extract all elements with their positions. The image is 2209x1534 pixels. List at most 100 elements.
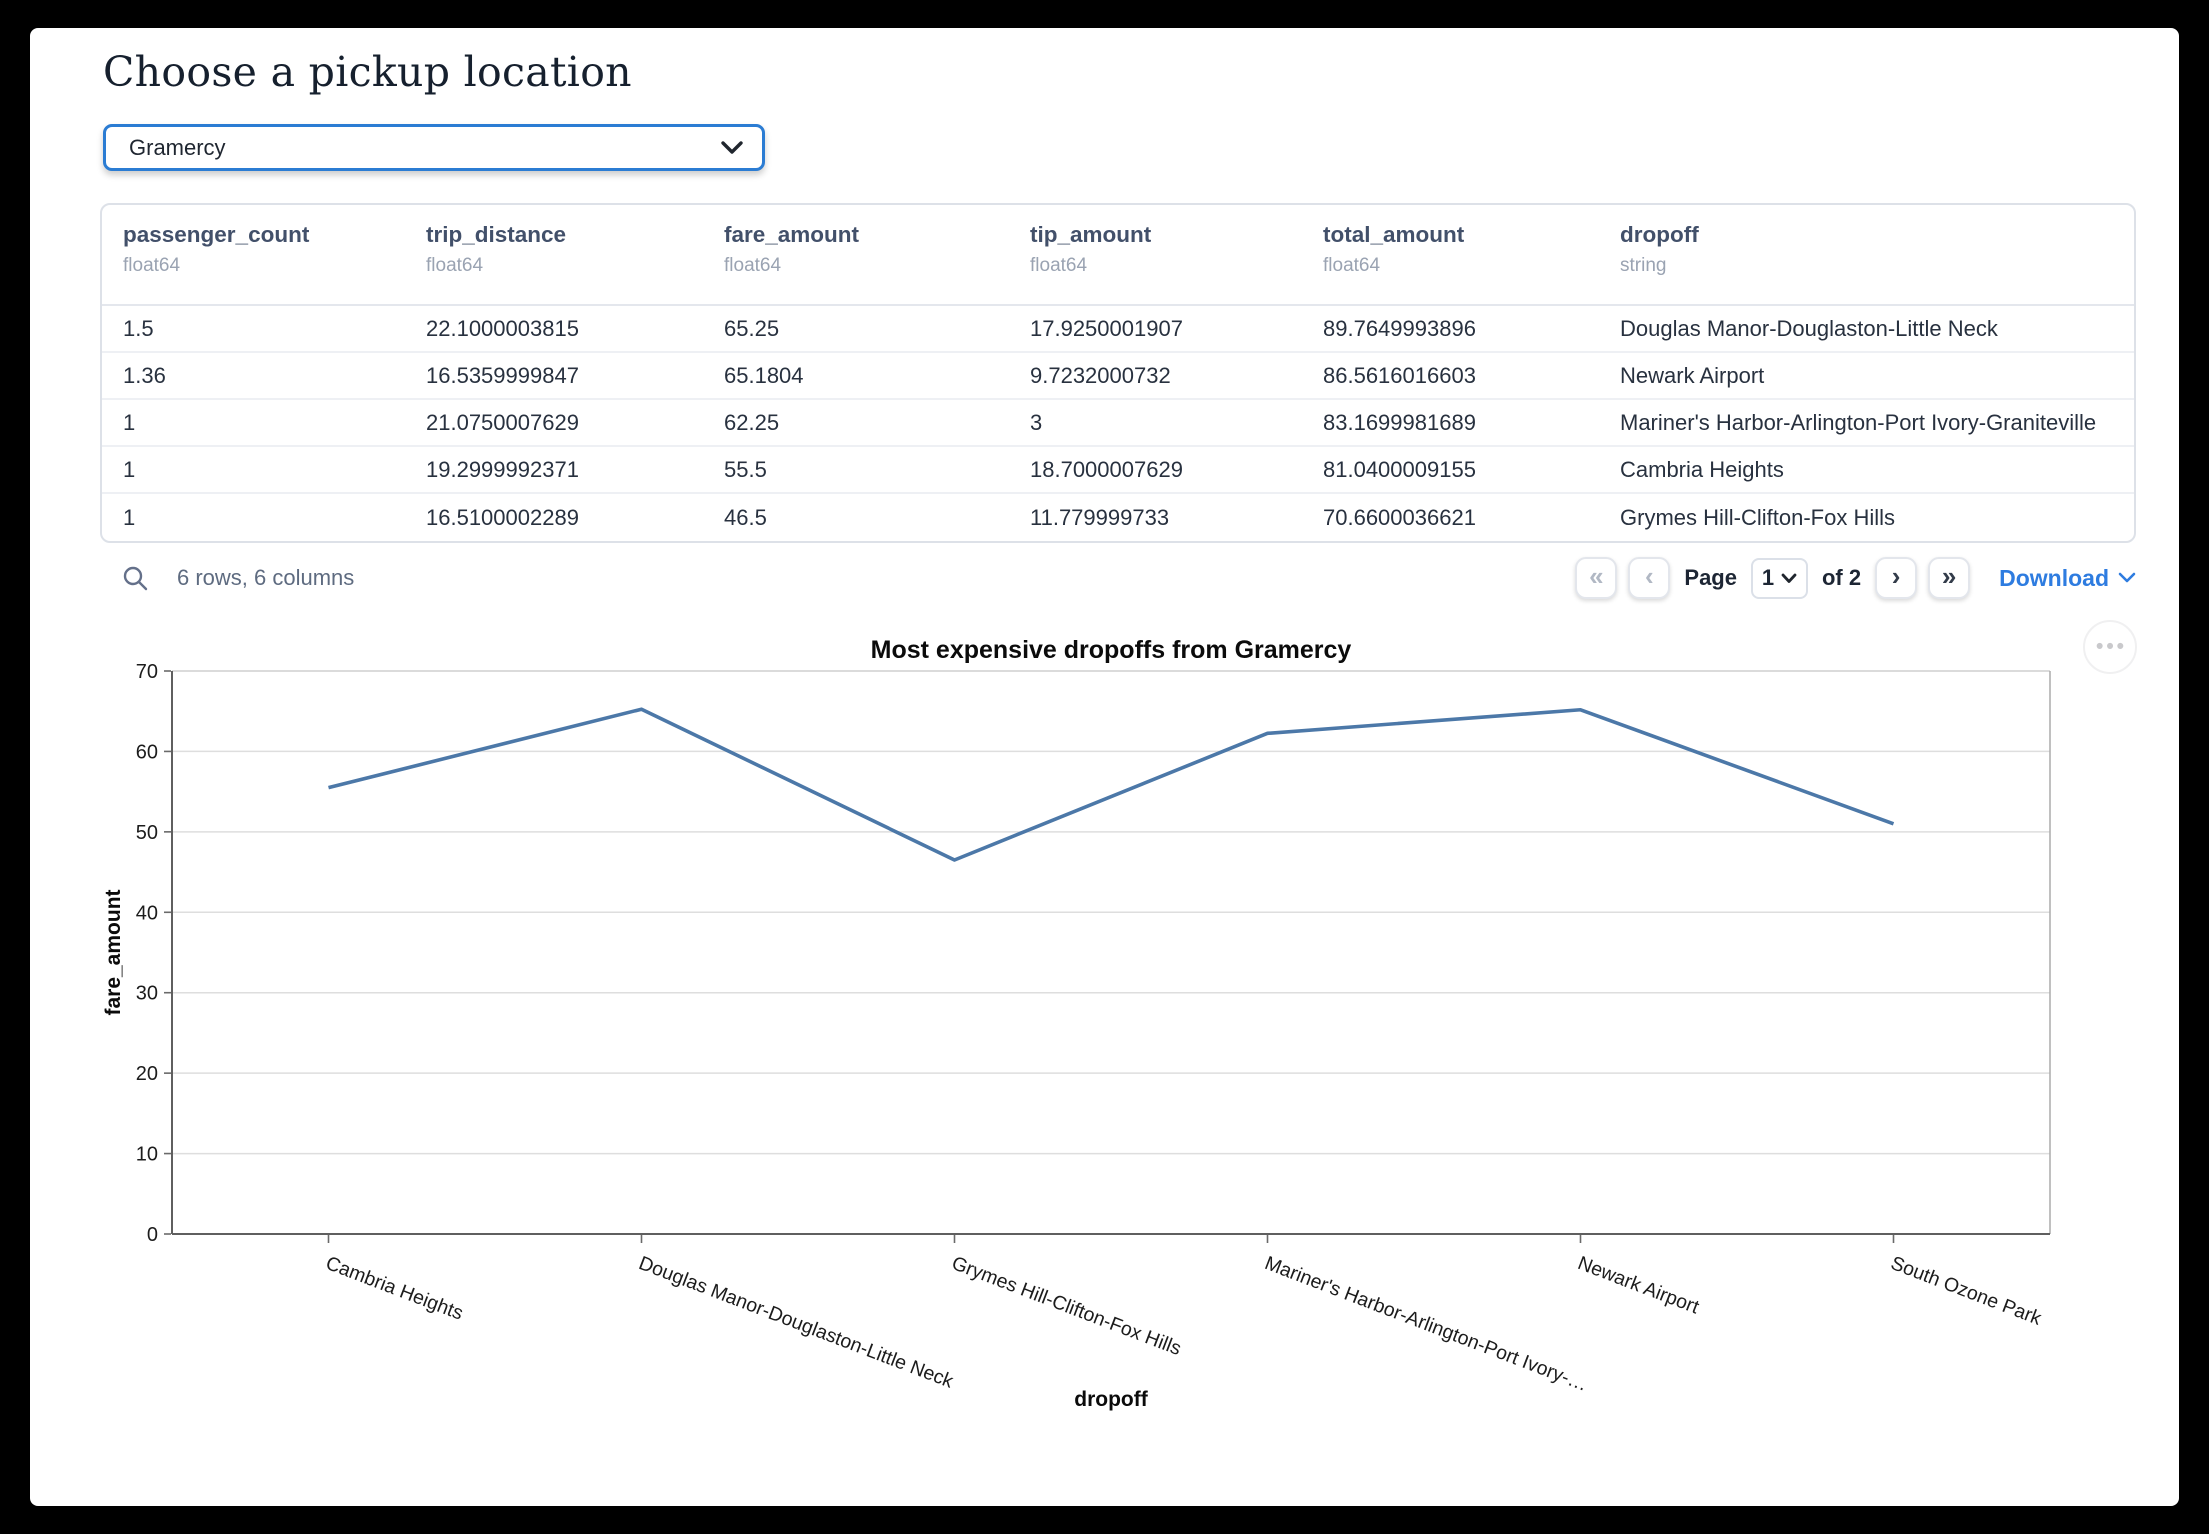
cell: 3 <box>1030 409 1043 435</box>
cell: 81.0400009155 <box>1323 456 1476 482</box>
svg-text:10: 10 <box>136 1144 158 1166</box>
cell: 1 <box>123 504 136 530</box>
cell: 1 <box>123 409 136 435</box>
first-page-icon: « <box>1589 561 1604 591</box>
cell: Douglas Manor-Douglaston-Little Neck <box>1620 315 1998 341</box>
app-page: Choose a pickup location Gramercy passen… <box>30 28 2179 1506</box>
column-dtype: float64 <box>1323 255 1381 276</box>
y-axis-title: fare_amount <box>102 889 125 1015</box>
chevron-down-icon <box>721 140 743 154</box>
table-footer: 6 rows, 6 columns « ‹ Page 1 of 2 › » Do… <box>100 552 2136 604</box>
column-name: tip_amount <box>1030 222 1152 247</box>
download-label: Download <box>1999 564 2109 591</box>
pickup-location-select[interactable]: Gramercy <box>103 124 765 171</box>
chart-options-button[interactable]: ••• <box>2083 620 2137 674</box>
pickup-location-value: Gramercy <box>129 134 226 160</box>
pagination: « ‹ Page 1 of 2 › » Download <box>1575 557 2136 599</box>
column-dtype: float64 <box>1030 255 1088 276</box>
cell: 62.25 <box>724 409 780 435</box>
cell: 1 <box>123 456 136 482</box>
page-number-select[interactable]: 1 <box>1750 557 1808 599</box>
cell: 65.1804 <box>724 362 804 388</box>
cell: 1.5 <box>123 315 154 341</box>
cell: 55.5 <box>724 456 767 482</box>
svg-text:Grymes Hill-Clifton-Fox Hills: Grymes Hill-Clifton-Fox Hills <box>949 1252 1185 1360</box>
chevron-down-icon <box>1781 573 1797 583</box>
svg-text:Cambria Heights: Cambria Heights <box>323 1252 467 1325</box>
column-dtype: float64 <box>123 255 181 276</box>
svg-text:Douglas Manor-Douglaston-Littl: Douglas Manor-Douglaston-Little Neck <box>636 1252 957 1393</box>
options-icon: ••• <box>2095 635 2128 658</box>
column-name: total_amount <box>1323 222 1465 247</box>
cell: 9.7232000732 <box>1030 362 1171 388</box>
svg-text:20: 20 <box>136 1063 158 1085</box>
svg-text:South Ozone Park: South Ozone Park <box>1888 1252 2045 1330</box>
svg-text:30: 30 <box>136 983 158 1005</box>
column-name: fare_amount <box>724 222 860 247</box>
table-row: 1 21.0750007629 62.25 3 83.1699981689 Mariner… <box>102 400 2134 447</box>
column-name: trip_distance <box>426 222 567 247</box>
first-page-button[interactable]: « <box>1575 557 1618 599</box>
table-summary: 6 rows, 6 columns <box>177 565 355 590</box>
prev-page-icon: ‹ <box>1645 561 1654 591</box>
column-header[interactable]: trip_distance float64 <box>426 222 724 304</box>
cell: 17.9250001907 <box>1030 315 1183 341</box>
download-button[interactable]: Download <box>1999 565 2136 592</box>
cell: 18.7000007629 <box>1030 456 1183 482</box>
column-name: dropoff <box>1620 222 1699 247</box>
table-row: 1.36 16.5359999847 65.1804 9.7232000732 86.5… <box>102 353 2134 400</box>
svg-text:70: 70 <box>136 661 158 683</box>
page-title: Choose a pickup location <box>103 48 632 96</box>
chevron-down-icon <box>2118 572 2136 583</box>
data-table: passenger_count float64 trip_distance float… <box>100 203 2136 543</box>
column-header[interactable]: tip_amount float64 <box>1030 222 1323 304</box>
search-button[interactable] <box>122 565 149 592</box>
cell: Cambria Heights <box>1620 456 1784 482</box>
table-row: 1 16.5100002289 46.5 11.779999733 70.6600036… <box>102 494 2134 541</box>
column-header[interactable]: total_amount float64 <box>1323 222 1620 304</box>
cell: 86.5616016603 <box>1323 362 1476 388</box>
page-label: Page <box>1684 565 1737 590</box>
svg-text:Newark Airport: Newark Airport <box>1575 1252 1703 1319</box>
page-total-label: of 2 <box>1821 565 1862 590</box>
table-header-row: passenger_count float64 trip_distance float… <box>102 205 2134 306</box>
y-axis-labels: 0 10 20 30 40 50 60 70 <box>136 661 171 1246</box>
column-dtype: string <box>1620 255 1667 276</box>
cell: 83.1699981689 <box>1323 409 1476 435</box>
cell: 16.5100002289 <box>426 504 579 530</box>
column-header[interactable]: dropoff string <box>1620 222 2134 304</box>
cell: 89.7649993896 <box>1323 315 1476 341</box>
cell: Grymes Hill-Clifton-Fox Hills <box>1620 504 1896 530</box>
search-icon <box>123 566 148 590</box>
column-header[interactable]: fare_amount float64 <box>724 222 1030 304</box>
cell: 11.779999733 <box>1030 504 1170 530</box>
column-name: passenger_count <box>123 222 310 247</box>
last-page-icon: » <box>1941 561 1957 591</box>
svg-text:60: 60 <box>136 741 158 763</box>
chart-title: Most expensive dropoffs from Gramercy <box>871 636 1352 664</box>
cell: 19.2999992371 <box>426 456 579 482</box>
cell: 46.5 <box>724 504 767 530</box>
cell: 22.1000003815 <box>426 315 579 341</box>
column-header[interactable]: passenger_count float64 <box>123 222 426 304</box>
x-axis-title: dropoff <box>1074 1388 1148 1411</box>
column-dtype: float64 <box>724 255 782 276</box>
cell: 1.36 <box>123 362 166 388</box>
fare-line-chart: Most expensive dropoffs from Gramercy 0 10… <box>102 636 2051 1411</box>
table-body: 1.5 22.1000003815 65.25 17.9250001907 89.764… <box>102 306 2134 541</box>
prev-page-button[interactable]: ‹ <box>1628 557 1671 599</box>
table-row: 1.5 22.1000003815 65.25 17.9250001907 89.764… <box>102 306 2134 353</box>
svg-text:50: 50 <box>136 822 158 844</box>
x-axis-labels: Cambria Heights Douglas Manor-Douglaston-… <box>323 1235 2045 1396</box>
page-number-value: 1 <box>1761 565 1775 590</box>
next-page-button[interactable]: › <box>1875 557 1918 599</box>
cell: 70.6600036621 <box>1323 504 1476 530</box>
svg-text:40: 40 <box>136 902 158 924</box>
cell: 16.5359999847 <box>426 362 579 388</box>
next-page-icon: › <box>1891 561 1901 591</box>
last-page-button[interactable]: » <box>1928 557 1971 599</box>
cell: 65.25 <box>724 315 780 341</box>
table-row: 1 19.2999992371 55.5 18.7000007629 81.040000… <box>102 447 2134 494</box>
fare-line-series <box>328 707 1895 862</box>
cell: 21.0750007629 <box>426 409 579 435</box>
